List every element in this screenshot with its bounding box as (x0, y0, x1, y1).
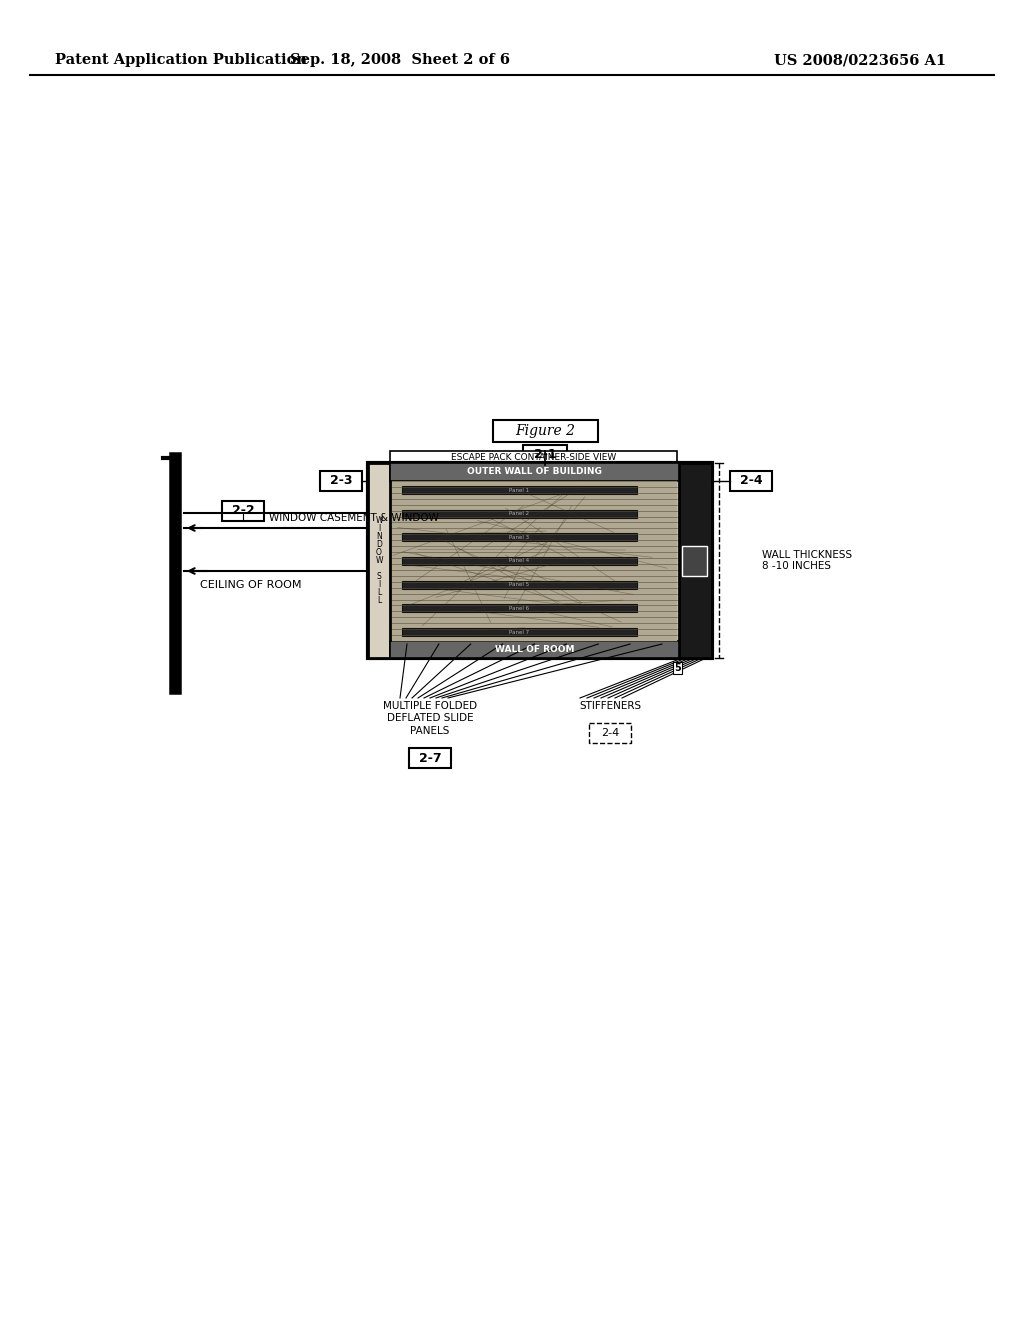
Text: WALL THICKNESS
8 -10 INCHES: WALL THICKNESS 8 -10 INCHES (762, 549, 852, 572)
Text: Panel 3: Panel 3 (509, 535, 529, 540)
Text: CEILING OF ROOM: CEILING OF ROOM (200, 579, 301, 590)
Bar (523, 445, 567, 465)
Bar (402, 510, 637, 517)
Bar (222, 502, 264, 521)
Text: W
I
N
D
O
W
 
S
I
L
L: W I N D O W S I L L (375, 516, 383, 605)
Bar (679, 463, 712, 657)
Bar (319, 471, 362, 491)
Text: STIFFENERS: STIFFENERS (579, 701, 641, 711)
Text: ESCAPE PACK CONTAINER-SIDE VIEW: ESCAPE PACK CONTAINER-SIDE VIEW (451, 454, 616, 462)
Text: Panel 4: Panel 4 (509, 558, 529, 564)
Bar (402, 533, 637, 541)
Text: 2-2: 2-2 (231, 504, 254, 517)
Bar (682, 545, 707, 576)
Bar (368, 463, 712, 657)
Bar (402, 486, 637, 494)
Text: 2-4: 2-4 (739, 474, 762, 487)
Text: 2-1: 2-1 (534, 449, 556, 462)
Text: 2-7: 2-7 (419, 751, 441, 764)
Bar (409, 748, 451, 768)
Text: US 2008/0223656 A1: US 2008/0223656 A1 (774, 53, 946, 67)
Text: Panel 6: Panel 6 (509, 606, 529, 611)
Text: WINDOW CASEMENT & WINDOW: WINDOW CASEMENT & WINDOW (269, 513, 439, 523)
Text: Panel 5: Panel 5 (509, 582, 529, 587)
Bar (390, 463, 679, 480)
Bar (368, 463, 390, 657)
Text: Sep. 18, 2008  Sheet 2 of 6: Sep. 18, 2008 Sheet 2 of 6 (290, 53, 510, 67)
Bar (730, 471, 772, 491)
Bar (390, 451, 677, 465)
Text: Patent Application Publication: Patent Application Publication (55, 53, 307, 67)
Bar (402, 605, 637, 612)
Text: Panel 1: Panel 1 (509, 487, 529, 492)
Bar (402, 557, 637, 565)
Bar (402, 581, 637, 589)
Text: MULTIPLE FOLDED
DEFLATED SLIDE
PANELS: MULTIPLE FOLDED DEFLATED SLIDE PANELS (383, 701, 477, 735)
Text: Panel 2: Panel 2 (509, 511, 529, 516)
Bar (493, 420, 597, 442)
Text: 2-3: 2-3 (330, 474, 352, 487)
Text: 2-4: 2-4 (601, 729, 620, 738)
Text: Panel 7: Panel 7 (509, 630, 529, 635)
Text: Figure 2: Figure 2 (515, 424, 575, 438)
Text: OUTER WALL OF BUILDING: OUTER WALL OF BUILDING (467, 467, 602, 477)
Bar (402, 628, 637, 636)
Bar (390, 642, 679, 657)
Text: 5: 5 (674, 663, 681, 673)
Text: WALL OF ROOM: WALL OF ROOM (495, 645, 574, 653)
Bar (392, 480, 677, 642)
Bar (589, 723, 631, 743)
